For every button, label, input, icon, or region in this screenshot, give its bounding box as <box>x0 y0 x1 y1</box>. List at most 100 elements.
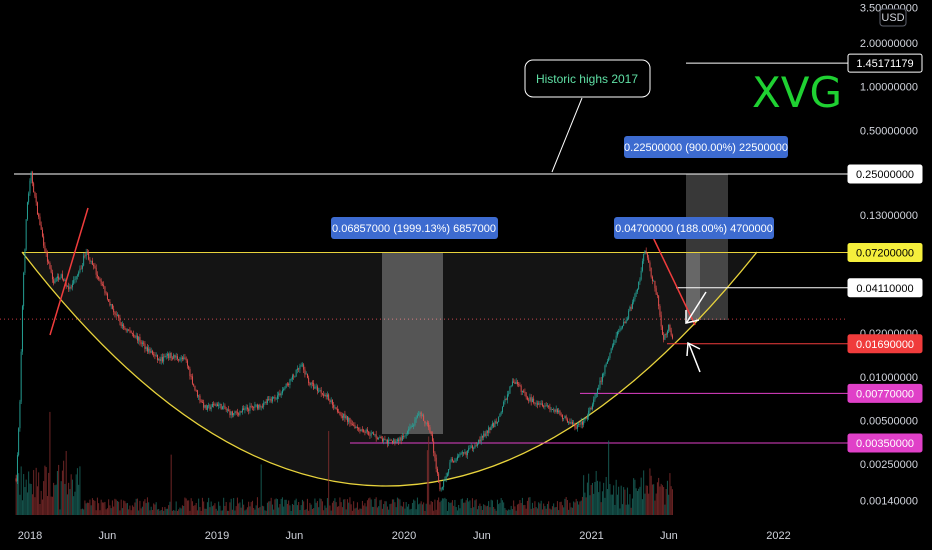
volume-bar <box>656 482 658 515</box>
volume-bar <box>448 501 450 515</box>
volume-bar <box>364 503 366 515</box>
volume-bar <box>141 506 143 515</box>
volume-bar <box>263 506 265 515</box>
volume-bar <box>425 503 427 515</box>
candle-body <box>281 390 283 394</box>
date-tick-label: 2021 <box>579 530 603 542</box>
candle-body <box>668 324 670 331</box>
volume-bar <box>236 497 238 515</box>
candle-body <box>275 398 277 400</box>
volume-bar <box>358 509 360 515</box>
candle-body <box>366 429 368 432</box>
volume-bar <box>275 498 277 515</box>
volume-bar <box>151 509 153 515</box>
volume-bar <box>168 505 170 515</box>
volume-bar <box>525 508 527 515</box>
candle-body <box>431 434 433 442</box>
measure-label-2021: 0.04700000 (188.00%) 4700000 <box>614 217 774 239</box>
volume-bar <box>470 508 472 515</box>
price-tick-label: 2.00000000 <box>860 38 918 50</box>
volume-bar <box>248 501 250 515</box>
volume-bar <box>64 483 66 515</box>
volume-bar <box>444 497 446 515</box>
candle-body <box>591 404 593 410</box>
volume-bar <box>574 502 576 515</box>
volume-bar <box>348 502 350 515</box>
candle-body <box>445 475 447 480</box>
volume-bar <box>50 496 52 515</box>
candle-body <box>216 404 218 407</box>
volume-bar <box>581 496 583 515</box>
volume-bar <box>273 509 275 515</box>
volume-bar <box>334 498 336 515</box>
volume-bar <box>406 506 408 515</box>
volume-bar <box>325 507 327 515</box>
candle-body <box>165 355 167 358</box>
volume-bar <box>328 430 330 515</box>
trend-line-2021[interactable] <box>649 230 696 326</box>
volume-bar <box>153 503 155 515</box>
candle-body <box>285 383 287 388</box>
candle-body <box>269 398 271 400</box>
trend-line-2018[interactable] <box>49 207 89 336</box>
volume-bar <box>349 497 351 515</box>
candle-body <box>225 408 227 410</box>
candle-body <box>61 274 63 279</box>
date-axis[interactable]: 2018 Jun 2019 Jun 2020 Jun 2021 Jun 2022 <box>18 530 791 542</box>
candle-body <box>160 357 162 362</box>
volume-bar <box>309 502 311 515</box>
volume-bar <box>291 504 293 515</box>
volume-bar <box>615 479 617 515</box>
volume-bar <box>400 505 402 515</box>
candle-body <box>494 421 496 427</box>
candle-body <box>230 411 232 416</box>
volume-bar <box>143 501 145 515</box>
candle-body <box>554 409 556 412</box>
volume-bar <box>491 500 493 515</box>
candle-body <box>205 405 207 410</box>
volume-bar <box>353 501 355 515</box>
volume-bar <box>540 500 542 515</box>
candle-body <box>375 434 377 439</box>
candle-body <box>39 216 41 226</box>
volume-bar <box>303 501 305 515</box>
currency-badge: USD <box>879 8 907 27</box>
candle-body <box>151 350 153 355</box>
volume-bar <box>148 502 150 515</box>
candle-body <box>116 314 118 316</box>
volume-bar <box>643 470 645 515</box>
volume-bar <box>86 502 88 515</box>
volume-bar <box>613 485 615 515</box>
candle-body <box>541 403 543 406</box>
candle-body <box>606 361 608 364</box>
candle-body <box>283 389 285 391</box>
volume-bar <box>253 507 255 515</box>
volume-bar <box>163 510 165 515</box>
volume-bar <box>559 502 561 515</box>
volume-bar <box>596 480 598 515</box>
volume-bar <box>121 508 123 515</box>
candle-body <box>340 414 342 417</box>
volume-bar <box>671 489 673 515</box>
volume-bar <box>183 505 185 515</box>
candle-body <box>83 255 85 266</box>
volume-bar <box>633 478 635 515</box>
candle-body <box>253 406 255 408</box>
volume-bar <box>283 506 285 515</box>
candle-body <box>589 407 591 411</box>
volume-bar <box>388 509 390 515</box>
candle-body <box>185 358 187 361</box>
price-axis[interactable]: 3.500000002.000000001.000000000.50000000… <box>860 3 918 508</box>
volume-bar <box>19 494 21 515</box>
callout-historic-highs[interactable]: Historic highs 2017 <box>524 59 651 173</box>
volume-bar <box>631 498 633 515</box>
volume-bar <box>96 497 98 515</box>
arrow-down-icon <box>686 341 701 373</box>
volume-bar <box>456 510 458 515</box>
volume-bar <box>324 505 326 515</box>
candle-body <box>55 277 57 282</box>
volume-bar <box>68 482 70 515</box>
candle-body <box>423 415 425 421</box>
candle-body <box>338 411 340 413</box>
